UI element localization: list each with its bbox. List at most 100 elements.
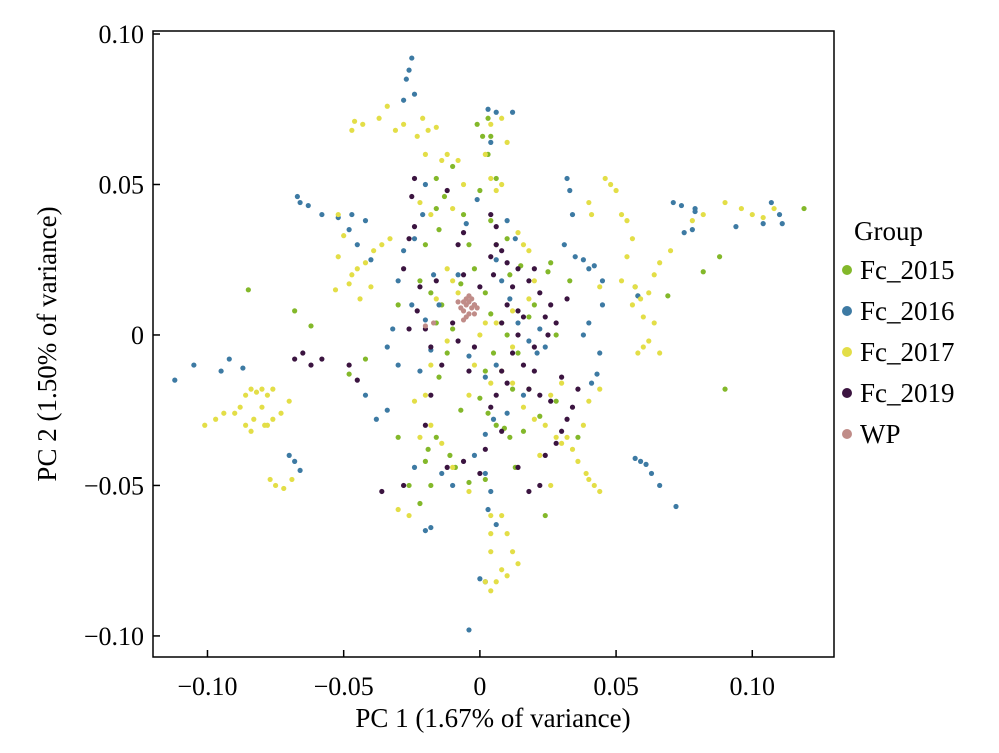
data-point	[455, 242, 461, 248]
data-point	[450, 482, 456, 489]
y-tick-label: −0.05	[84, 471, 144, 500]
data-point	[597, 350, 603, 356]
y-tick-label: −0.10	[84, 622, 144, 651]
data-point	[700, 269, 706, 275]
data-point	[537, 452, 543, 458]
data-point	[591, 263, 597, 269]
data-point	[583, 470, 589, 477]
data-point	[414, 308, 420, 314]
data-point	[542, 422, 548, 428]
data-point	[362, 356, 369, 362]
data-point	[411, 464, 418, 470]
points-layer	[172, 55, 807, 633]
data-point	[504, 139, 510, 145]
data-point	[477, 470, 483, 477]
data-point	[411, 224, 418, 230]
data-point	[379, 242, 385, 248]
data-point	[409, 55, 415, 61]
data-point	[460, 458, 467, 464]
data-point	[428, 344, 434, 350]
data-point	[270, 416, 276, 422]
data-point	[172, 377, 178, 383]
data-point	[537, 482, 543, 489]
data-point	[482, 374, 488, 380]
data-point	[499, 115, 505, 121]
legend-title: Group	[854, 216, 923, 246]
data-point	[414, 133, 420, 139]
data-point	[499, 181, 505, 188]
data-point	[670, 199, 676, 206]
data-point	[460, 299, 467, 305]
data-point	[594, 371, 600, 377]
data-point	[417, 199, 423, 206]
data-point	[640, 344, 646, 350]
data-point	[417, 368, 423, 374]
data-point	[202, 422, 208, 428]
data-point	[292, 458, 298, 464]
data-point	[485, 506, 491, 513]
data-point	[292, 308, 298, 314]
data-point	[488, 218, 494, 224]
data-point	[629, 302, 636, 308]
data-point	[526, 314, 532, 320]
data-point	[537, 290, 543, 296]
data-point	[460, 211, 467, 218]
data-point	[515, 266, 521, 272]
data-point	[493, 320, 499, 326]
data-point	[537, 326, 543, 332]
data-point	[351, 118, 358, 124]
data-point	[477, 576, 483, 582]
data-point	[553, 434, 559, 440]
legend-marker	[842, 306, 852, 316]
data-point	[531, 278, 537, 284]
data-point	[403, 76, 409, 82]
data-point	[474, 196, 480, 203]
data-point	[245, 287, 251, 293]
data-point	[537, 413, 543, 419]
data-point	[488, 531, 494, 537]
data-point	[515, 332, 521, 338]
data-point	[643, 461, 649, 467]
y-tick-label: 0.10	[99, 20, 145, 49]
data-point	[401, 121, 407, 127]
data-point	[281, 485, 287, 492]
data-point	[542, 512, 548, 519]
x-tick-label: 0.05	[593, 672, 639, 701]
data-point	[406, 512, 412, 519]
data-point	[572, 254, 578, 260]
x-tick-label: −0.05	[314, 672, 374, 701]
data-point	[580, 422, 586, 428]
data-point	[213, 416, 219, 422]
data-point	[420, 211, 426, 218]
data-point	[597, 284, 603, 290]
data-point	[259, 404, 265, 410]
data-point	[474, 305, 480, 311]
data-point	[542, 452, 548, 458]
data-point	[504, 410, 510, 416]
data-point	[455, 272, 461, 278]
data-point	[450, 320, 456, 326]
data-point	[368, 257, 374, 263]
data-point	[278, 410, 284, 416]
data-point	[504, 332, 510, 338]
data-point	[509, 380, 516, 386]
data-point	[559, 440, 565, 446]
data-point	[430, 320, 437, 326]
data-point	[346, 362, 352, 368]
data-point	[490, 350, 497, 356]
data-point	[406, 67, 412, 73]
data-point	[716, 254, 723, 260]
data-point	[567, 187, 573, 194]
y-tick-label: 0.05	[99, 170, 145, 199]
legend-marker	[842, 429, 852, 439]
legend-label: Fc_2017	[860, 337, 955, 367]
legend-label: WP	[860, 419, 901, 449]
data-point	[267, 476, 273, 483]
data-point	[624, 254, 630, 260]
data-point	[406, 482, 412, 489]
data-point	[588, 380, 595, 386]
data-point	[482, 290, 488, 296]
data-point	[499, 248, 505, 254]
data-point	[422, 151, 428, 157]
data-point	[436, 302, 442, 308]
